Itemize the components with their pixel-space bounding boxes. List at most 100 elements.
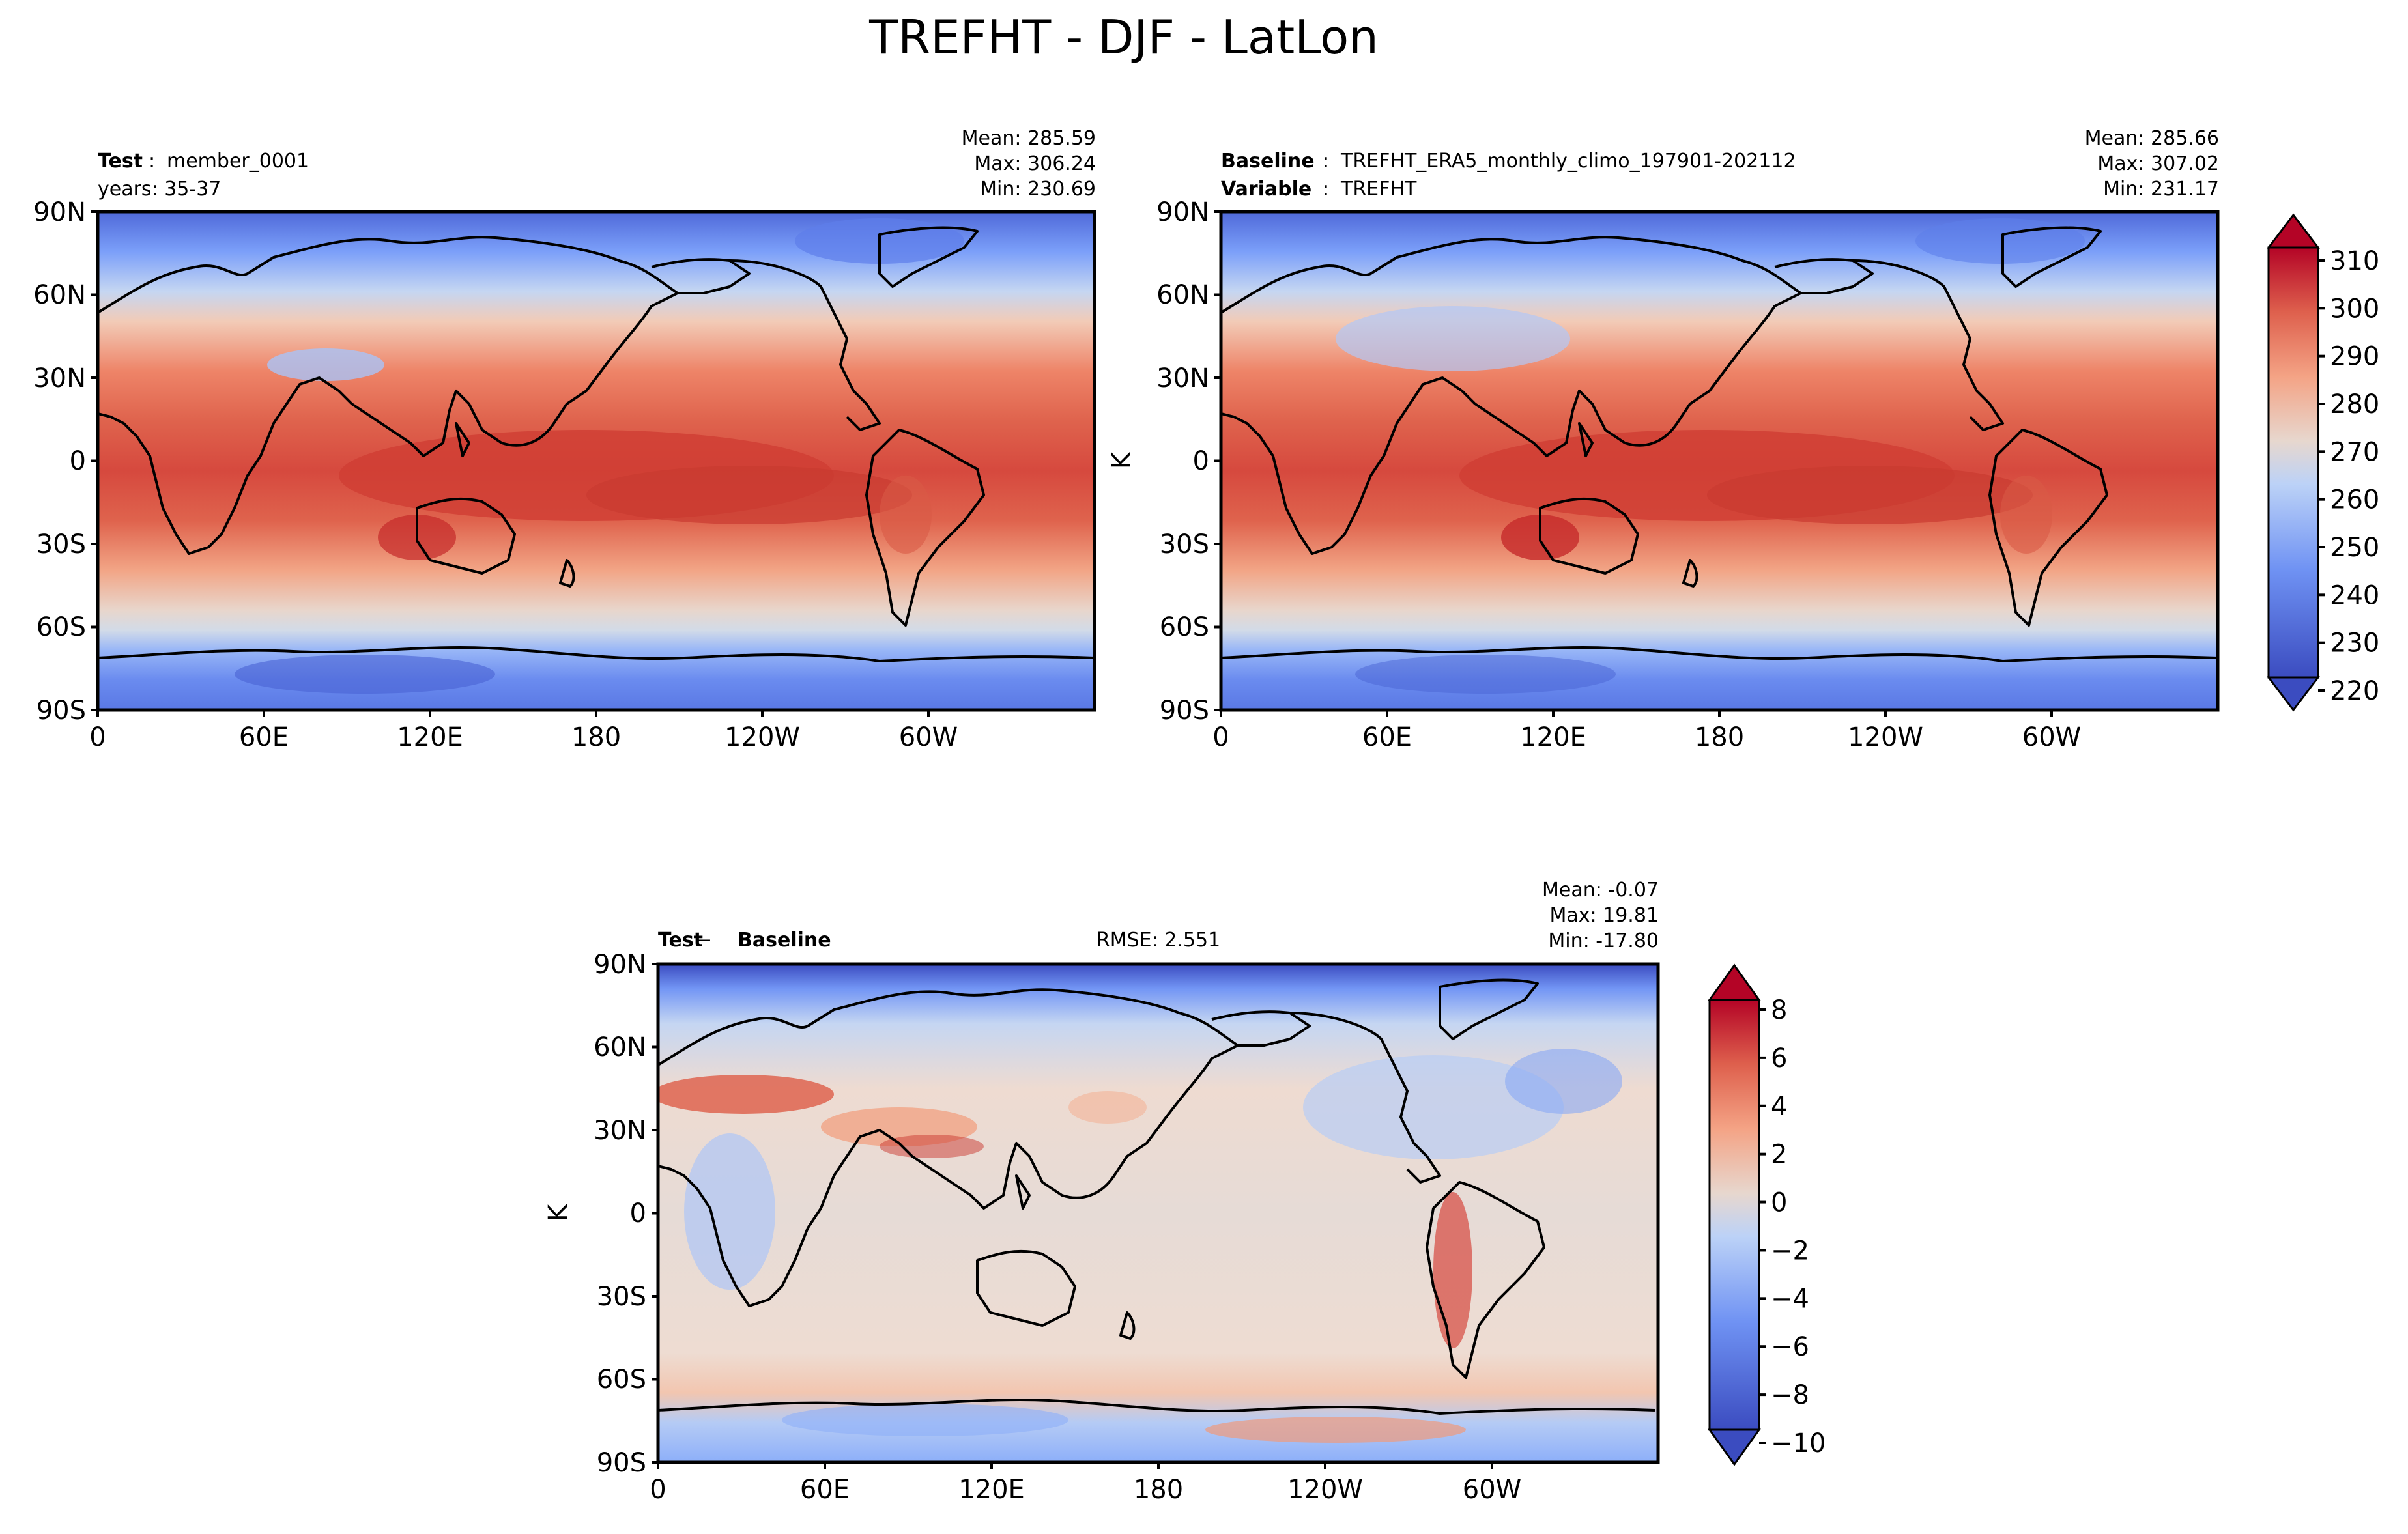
tick-label: 0 [630, 1199, 646, 1229]
tick-label: 60S [597, 1365, 646, 1395]
tick-label: 60S [36, 612, 86, 642]
colorbar-tick-label: 250 [2330, 533, 2379, 563]
baseline-min: Min: 231.17 [2103, 178, 2219, 201]
tick-label: 90N [1156, 197, 1209, 227]
test-x-ticks: 0 60E 120E 180 120W 60W [89, 710, 958, 752]
temperature-colorbar: 220 230 240 250 260 270 280 290 300 310 [2266, 213, 2379, 712]
colorbar-tick-label: 300 [2330, 294, 2379, 324]
tick-label: 120E [397, 722, 463, 752]
test-header-value: member_0001 [167, 150, 309, 173]
tick-label: 60E [1362, 722, 1412, 752]
tick-label: 0 [89, 722, 106, 752]
colorbar-tick-label: 270 [2330, 437, 2379, 467]
tick-label: 60S [1160, 612, 1209, 642]
colorbar-tick-label: 290 [2330, 342, 2379, 372]
tick-label: 0 [1193, 446, 1209, 476]
diff-header-label: Test [658, 929, 703, 952]
tick-label: 60E [239, 722, 289, 752]
diff-header-sep: − [696, 929, 712, 952]
colorbar-tick-label: −4 [1771, 1284, 1809, 1314]
tick-label: 60E [800, 1475, 850, 1505]
baseline-variable-sep: : [1323, 178, 1329, 201]
colorbar-tick-label: 220 [2330, 676, 2379, 706]
colorbar-tick-label: −8 [1771, 1380, 1809, 1410]
tick-label: 60W [2022, 722, 2081, 752]
tick-label: 60W [1463, 1475, 1521, 1505]
colorbar-tick-label: 230 [2330, 629, 2379, 659]
tick-label: 180 [571, 722, 621, 752]
tick-label: 60W [899, 722, 958, 752]
tick-label: 30N [1156, 363, 1209, 393]
tick-label: 60N [1156, 280, 1209, 310]
difference-colorbar: 8 6 4 2 0 −2 −4 −6 −8 −10 [1708, 963, 1826, 1466]
difference-map [658, 964, 1658, 1462]
diff-y-ticks: 90N 60N 30N 0 30S 60S 90S K [543, 950, 658, 1478]
colorbar-tick-label: 240 [2330, 580, 2379, 610]
baseline-variable-label: Variable [1221, 178, 1312, 201]
tick-label: 90S [1160, 696, 1209, 726]
diff-max: Max: 19.81 [1549, 904, 1659, 927]
test-max: Max: 306.24 [974, 152, 1096, 175]
baseline-x-ticks: 0 60E 120E 180 120W 60W [1212, 710, 2081, 752]
test-map [98, 212, 1095, 710]
test-min: Min: 230.69 [980, 178, 1096, 201]
test-header-label: Test [98, 150, 143, 173]
tick-label: 120E [1520, 722, 1586, 752]
test-header-sep: : [149, 150, 155, 173]
baseline-header-sep: : [1323, 150, 1329, 173]
tick-label: 0 [1212, 722, 1229, 752]
tick-label: 90N [594, 950, 646, 980]
test-mean: Mean: 285.59 [962, 127, 1096, 150]
tick-label: 180 [1134, 1475, 1183, 1505]
colorbar-tick-label: −10 [1771, 1428, 1826, 1458]
tick-label: 60N [594, 1032, 646, 1062]
tick-label: 90S [36, 696, 86, 726]
colorbar-tick-label: 2 [1771, 1140, 1787, 1170]
baseline-map [1221, 212, 2218, 710]
tick-label: 180 [1695, 722, 1744, 752]
diff-mean: Mean: -0.07 [1542, 879, 1659, 902]
tick-label: 90N [33, 197, 86, 227]
baseline-header-label: Baseline [1221, 150, 1315, 173]
tick-label: 30S [1160, 530, 1209, 560]
baseline-max: Max: 307.02 [2097, 152, 2219, 175]
tick-label: 30N [33, 363, 86, 393]
baseline-panel: Baseline : TREFHT_ERA5_monthly_climo_197… [1107, 127, 2379, 752]
baseline-ylabel: K [1107, 451, 1137, 469]
test-header-years: years: 35-37 [98, 178, 221, 201]
test-panel: Test : member_0001 years: 35-37 Mean: 28… [33, 127, 1096, 752]
tick-label: 30S [36, 530, 86, 560]
colorbar-tick-label: 280 [2330, 390, 2379, 419]
tick-label: 120W [724, 722, 800, 752]
tick-label: 120W [1848, 722, 1923, 752]
colorbar-tick-label: 310 [2330, 246, 2379, 276]
tick-label: 90S [597, 1448, 646, 1478]
diff-rmse: RMSE: 2.551 [1096, 929, 1220, 952]
tick-label: 60N [33, 280, 86, 310]
tick-label: 0 [650, 1475, 666, 1505]
baseline-mean: Mean: 285.66 [2085, 127, 2219, 150]
difference-panel: Test − Baseline RMSE: 2.551 Mean: -0.07 … [543, 879, 1826, 1505]
baseline-header-value: TREFHT_ERA5_monthly_climo_197901-202112 [1340, 150, 1796, 173]
diff-x-ticks: 0 60E 120E 180 120W 60W [650, 1462, 1521, 1505]
diff-min: Min: -17.80 [1548, 930, 1659, 952]
colorbar-tick-label: −2 [1771, 1236, 1809, 1266]
diff-ylabel: K [543, 1203, 573, 1221]
tick-label: 30S [597, 1282, 646, 1312]
figure-title: TREFHT - DJF - LatLon [868, 10, 1379, 64]
colorbar-tick-label: 4 [1771, 1092, 1787, 1122]
colorbar-tick-label: 0 [1771, 1188, 1787, 1218]
tick-label: 120W [1287, 1475, 1363, 1505]
baseline-y-ticks: 90N 60N 30N 0 30S 60S 90S K [1107, 197, 1221, 726]
baseline-variable-value: TREFHT [1340, 178, 1417, 201]
colorbar-tick-label: 8 [1771, 995, 1787, 1025]
diff-header-value: Baseline [738, 929, 831, 952]
colorbar-tick-label: 260 [2330, 485, 2379, 515]
colorbar-tick-label: 6 [1771, 1044, 1787, 1073]
tick-label: 120E [958, 1475, 1025, 1505]
colorbar-tick-label: −6 [1771, 1332, 1809, 1362]
tick-label: 30N [594, 1116, 646, 1146]
test-y-ticks: 90N 60N 30N 0 30S 60S 90S [33, 197, 98, 726]
tick-label: 0 [70, 446, 86, 476]
